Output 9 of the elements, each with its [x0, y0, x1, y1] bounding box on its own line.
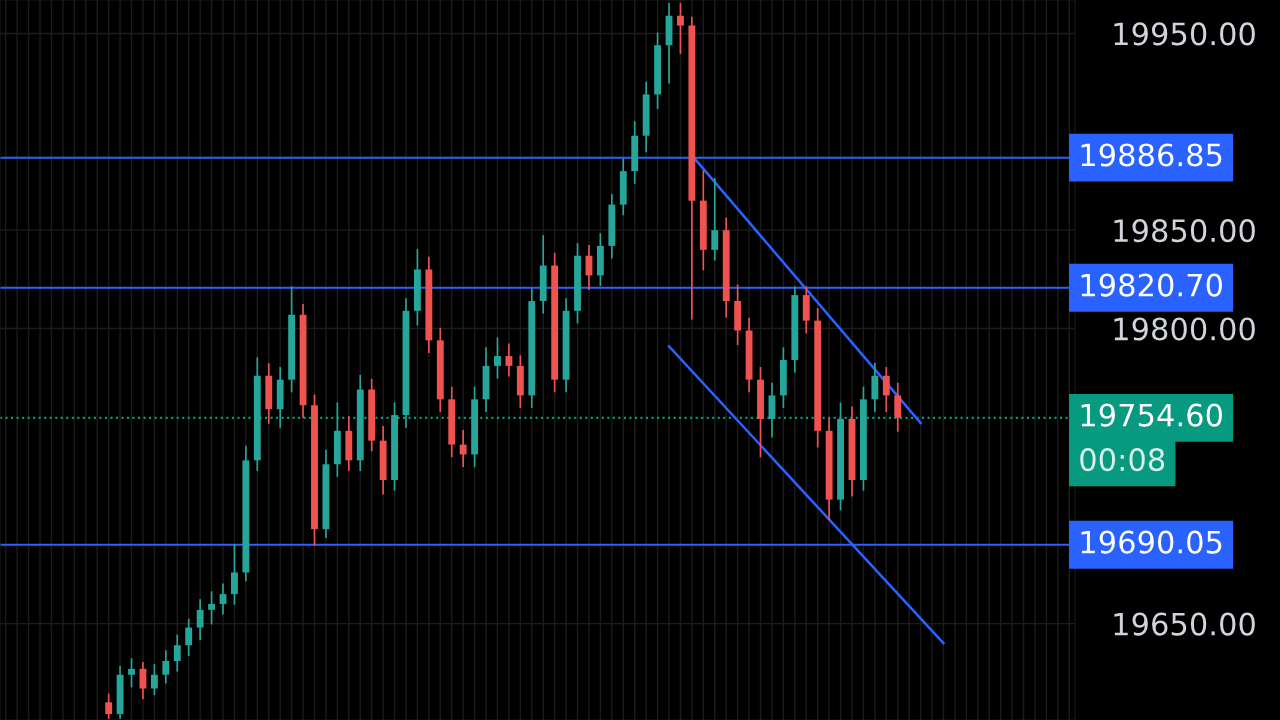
y-tick-label: 19850.00 [1114, 219, 1255, 243]
ref-line-label: 19754.60 [1081, 403, 1222, 427]
ref-line-label: 19820.70 [1081, 273, 1222, 297]
y-tick-label: 19950.00 [1114, 22, 1255, 46]
y-tick-label: 19650.00 [1114, 612, 1255, 636]
ref-line-label: 19886.85 [1081, 143, 1222, 167]
ref-line-label: 19690.05 [1081, 530, 1222, 554]
text: 00:08 [1080, 448, 1165, 472]
y-tick-label: 19800.00 [1114, 317, 1255, 341]
